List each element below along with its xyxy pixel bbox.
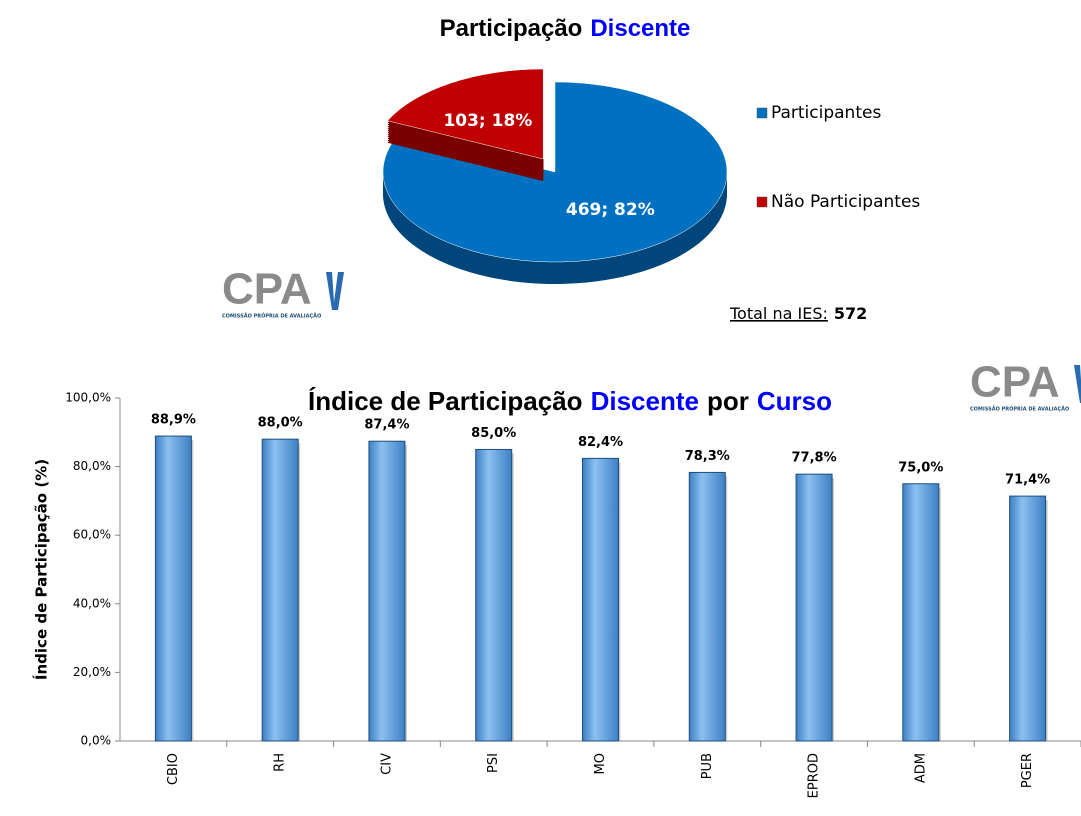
y-tick-label: 40,0% bbox=[73, 596, 111, 610]
bar bbox=[582, 457, 619, 742]
pie-slice bbox=[387, 68, 544, 160]
bar bbox=[795, 473, 833, 742]
bar bbox=[154, 435, 192, 742]
data-label: 78,3% bbox=[685, 449, 730, 464]
bar bbox=[261, 438, 299, 742]
data-label: 85,0% bbox=[471, 426, 516, 441]
title-part: Discente bbox=[590, 15, 690, 42]
x-tick-label: PUB bbox=[700, 753, 715, 779]
chart-title: Participação Discente bbox=[440, 15, 691, 42]
data-label: 82,4% bbox=[578, 435, 623, 450]
total-label: Total na IES: bbox=[729, 304, 828, 323]
data-label: 71,4% bbox=[1005, 473, 1050, 488]
bar bbox=[1009, 495, 1047, 742]
x-tick-label: PGER bbox=[1020, 753, 1035, 788]
x-tick-label: RH bbox=[273, 753, 288, 772]
bar bbox=[688, 471, 726, 742]
logo-subtitle: COMISSÃO PRÓPRIA DE AVALIAÇÃO bbox=[970, 406, 1069, 413]
y-axis-label: Índice de Participação (%) bbox=[32, 459, 51, 680]
x-tick-label: MO bbox=[593, 753, 608, 774]
x-tick-label: EPROD bbox=[807, 753, 822, 798]
legend-swatch bbox=[756, 107, 768, 119]
y-tick-label: 60,0% bbox=[73, 528, 111, 542]
chart-title: Índice de Participação Discente por Curso bbox=[308, 386, 832, 416]
y-tick-label: 0,0% bbox=[81, 734, 112, 748]
data-label: 77,8% bbox=[792, 451, 837, 466]
title-part: por bbox=[707, 386, 749, 416]
x-tick-label: CIV bbox=[379, 753, 394, 775]
legend-label: Participantes bbox=[771, 103, 881, 123]
y-tick-label: 80,0% bbox=[73, 459, 111, 473]
x-tick-label: PSI bbox=[486, 753, 501, 773]
data-label: 88,9% bbox=[151, 413, 196, 428]
total-text: Total na IES: 572 bbox=[729, 304, 867, 323]
bar bbox=[475, 448, 513, 742]
title-part: Discente bbox=[591, 386, 699, 416]
data-label: 87,4% bbox=[364, 418, 409, 433]
data-label: 88,0% bbox=[258, 416, 303, 431]
data-label: 75,0% bbox=[898, 460, 943, 475]
y-tick-label: 100,0% bbox=[65, 391, 111, 405]
total-value: 572 bbox=[834, 304, 867, 323]
bar bbox=[368, 440, 406, 742]
y-tick-label: 20,0% bbox=[73, 665, 111, 679]
x-tick-label: CBIO bbox=[166, 753, 181, 785]
logo-text: CPA bbox=[970, 358, 1060, 407]
logo-text: CPA bbox=[222, 265, 312, 314]
title-part: Curso bbox=[757, 386, 832, 416]
bar bbox=[902, 483, 940, 742]
data-label: 103; 18% bbox=[443, 111, 532, 131]
title-part: Participação bbox=[440, 15, 583, 42]
data-label: 469; 82% bbox=[566, 200, 655, 220]
title-part: Índice de Participação bbox=[308, 386, 583, 416]
x-tick-label: ADM bbox=[913, 753, 928, 783]
logo-subtitle: COMISSÃO PRÓPRIA DE AVALIAÇÃO bbox=[222, 313, 321, 320]
legend-label: Não Participantes bbox=[771, 192, 920, 212]
logo-icon bbox=[1074, 365, 1081, 403]
pie-slice bbox=[382, 81, 728, 263]
legend-swatch bbox=[756, 196, 768, 208]
logo-icon bbox=[326, 272, 344, 310]
